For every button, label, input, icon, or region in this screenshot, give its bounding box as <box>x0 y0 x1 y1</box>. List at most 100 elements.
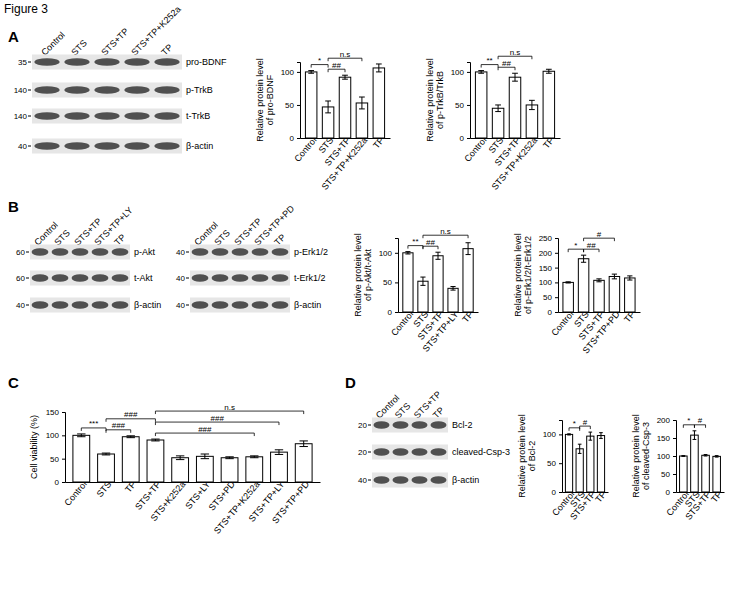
blot-band <box>232 248 249 256</box>
y-tick: 50 <box>383 278 398 287</box>
axis-line <box>395 239 399 313</box>
x-tick: Control <box>62 479 88 508</box>
mw-marker <box>186 278 189 279</box>
tick-label: 100 <box>281 68 295 77</box>
y-axis-title: Relative protein levelof cleaved-Csp-3 <box>631 414 651 498</box>
axis-line <box>62 413 66 483</box>
mw-marker <box>28 62 31 63</box>
bar <box>147 440 164 482</box>
y-tick: 0 <box>552 488 562 497</box>
mw-marker <box>368 480 371 481</box>
error-stem <box>278 450 279 455</box>
y-tick: 200 <box>539 249 558 258</box>
protein-label: β-actin <box>134 300 161 310</box>
blot-band <box>374 476 390 484</box>
error-stem <box>531 100 532 109</box>
mw-marker <box>26 305 29 306</box>
error-bar <box>566 282 571 283</box>
panel-label: C <box>8 374 19 391</box>
bar <box>373 68 385 138</box>
y-tick: 100 <box>543 430 562 439</box>
blot-strip <box>30 245 130 260</box>
error-cap <box>715 455 719 456</box>
tick-label: 0 <box>552 488 557 497</box>
category-label: STS+TP+K252a <box>490 135 540 192</box>
error-cap <box>612 274 617 275</box>
x-tick: STS+TP <box>683 489 713 522</box>
tick-label: 100 <box>379 249 393 258</box>
mw-marker <box>28 90 31 91</box>
lane-label: STS <box>393 401 412 420</box>
blot-band <box>94 112 119 120</box>
blot-band <box>34 142 59 150</box>
blot-strip <box>32 109 182 124</box>
mw-marker <box>28 146 31 147</box>
x-axis: ControlSTSTPSTS+TPSTS+K252aSTS+LYSTS+PDS… <box>62 479 320 536</box>
blot-band <box>32 301 49 309</box>
mw-label: 40 <box>176 301 185 310</box>
y-tick: 50 <box>661 470 676 479</box>
tick-mark <box>555 268 558 269</box>
x-tick: STS+TP+PD <box>581 309 622 356</box>
blot-band <box>374 448 390 456</box>
significance-label: n.s <box>224 403 235 412</box>
bar <box>691 435 699 492</box>
lane-label: STS+TP+LY <box>92 205 134 247</box>
error-bar <box>250 456 258 458</box>
error-cap <box>596 281 601 282</box>
x-tick: STS+TP+LY <box>421 309 461 354</box>
error-cap <box>420 285 425 286</box>
error-cap <box>589 432 593 433</box>
bar <box>463 249 473 312</box>
error-cap <box>325 112 331 113</box>
tick-label: 200 <box>657 416 671 425</box>
error-cap <box>201 454 209 455</box>
bar-chart: 050100ControlSTSSTS+TPSTS+TP+K252aTPRela… <box>255 50 391 192</box>
tick-label: 150 <box>539 264 553 273</box>
error-cap <box>405 253 410 254</box>
tick-mark <box>467 72 470 73</box>
error-cap <box>77 433 85 434</box>
bar-chart: 050100ControlSTSSTS+TPTPRelative protein… <box>517 414 609 522</box>
tick-mark <box>395 312 398 313</box>
error-cap <box>546 73 552 74</box>
tick-mark <box>555 238 558 239</box>
error-cap <box>581 262 586 263</box>
x-tick: STS+TP+K252a <box>320 135 370 192</box>
tick-mark <box>467 138 470 139</box>
blot-band <box>94 142 119 150</box>
tick-mark <box>555 297 558 298</box>
error-cap <box>693 430 697 431</box>
panel-label: B <box>8 198 19 215</box>
error-bar <box>567 434 571 435</box>
error-cap <box>420 277 425 278</box>
significance-label: # <box>597 230 602 239</box>
blot-band <box>52 274 69 282</box>
error-bar <box>715 456 719 457</box>
bar-chart: 050100ControlSTSSTS+TPSTS+TP+LYTPRelativ… <box>353 227 479 354</box>
significance-label: ## <box>332 61 341 70</box>
error-cap <box>599 438 603 439</box>
error-bar <box>176 456 184 460</box>
y-tick: 0 <box>666 488 676 497</box>
error-cap <box>308 70 314 71</box>
x-axis: ControlSTSSTS+TPSTS+TP+PDTP <box>549 309 640 356</box>
blot-strip <box>190 298 290 313</box>
bar <box>594 280 604 312</box>
blot-strip <box>32 139 182 154</box>
error-bar <box>596 279 601 282</box>
plot-area <box>305 64 384 138</box>
error-bar <box>681 455 685 457</box>
y-axis: 050100 <box>379 239 399 318</box>
y-axis-title: Cell viability (%) <box>29 415 39 479</box>
y-axis: 050100 <box>543 421 563 498</box>
tick-label: 100 <box>451 68 465 77</box>
error-stem <box>345 75 346 79</box>
error-cap <box>512 73 518 74</box>
blot-band <box>64 86 89 94</box>
blot-band <box>393 476 409 484</box>
blot-band <box>64 58 89 66</box>
bar <box>475 72 487 138</box>
figure-title: Figure 3 <box>4 2 48 16</box>
y-axis-title: Relative protein levelof p-Erk1/2/t-Erk1… <box>513 233 533 317</box>
